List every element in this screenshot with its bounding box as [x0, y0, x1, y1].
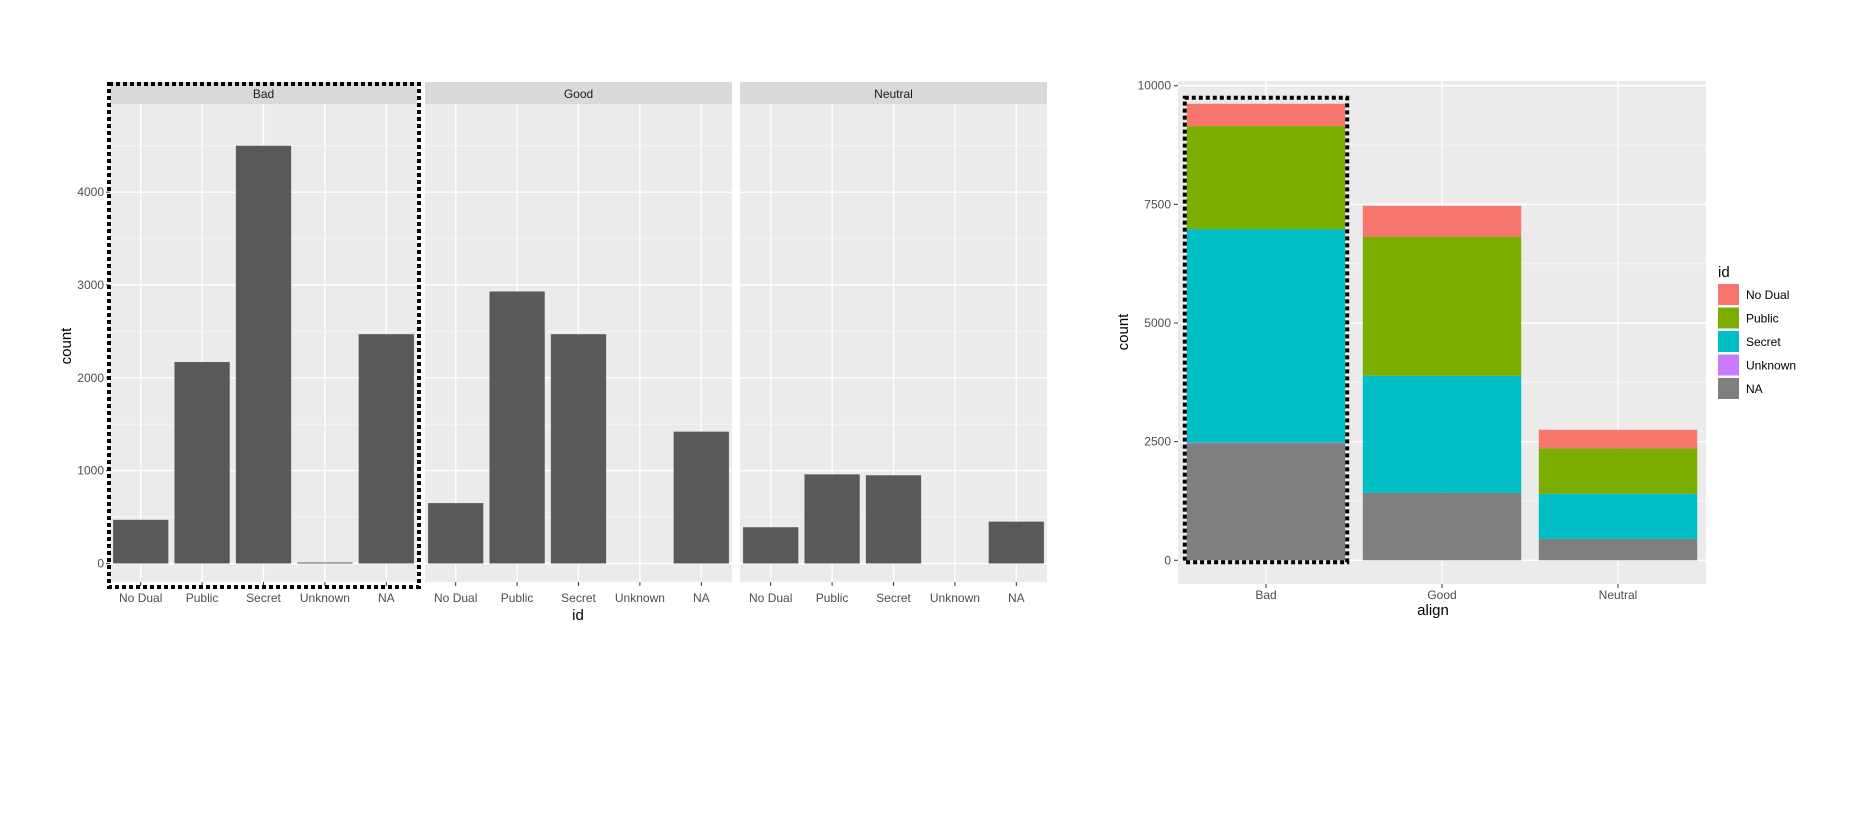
bar-bad-no-dual	[113, 519, 169, 564]
left-x-tick-label: Public	[186, 591, 219, 605]
left-x-tick-label: NA	[1008, 591, 1025, 605]
left-y-tick-label: 3000	[77, 278, 104, 292]
bar-good-public	[489, 291, 545, 564]
legend-title: id	[1718, 264, 1730, 281]
stack-segment-good-na	[1362, 492, 1522, 561]
left-x-tick-label: NA	[378, 591, 395, 605]
stack-segment-neutral-secret	[1538, 493, 1698, 539]
left-x-tick-label: No Dual	[434, 591, 477, 605]
facet-strip-neutral	[740, 82, 1047, 104]
left-x-tick-label: No Dual	[119, 591, 162, 605]
right-y-tick-label: 7500	[1144, 197, 1171, 211]
bar-neutral-secret	[865, 475, 922, 564]
right-x-tick-label: Bad	[1255, 588, 1276, 602]
stack-segment-good-secret	[1362, 375, 1522, 493]
bar-good-no-dual	[428, 503, 484, 564]
left-x-tick-label: Secret	[876, 591, 911, 605]
left-x-tick-label: Unknown	[930, 591, 980, 605]
right-y-tick-label: 2500	[1144, 435, 1171, 449]
left-x-tick-label: Secret	[246, 591, 281, 605]
facet-strip-bad	[110, 82, 417, 104]
stack-segment-neutral-public	[1538, 448, 1698, 494]
left-y-tick-label: 2000	[77, 371, 104, 385]
bar-bad-na	[358, 334, 414, 564]
left-y-tick-label: 1000	[77, 464, 104, 478]
bar-neutral-na	[988, 521, 1044, 564]
left-x-tick-label: Unknown	[300, 591, 350, 605]
bar-good-secret	[550, 334, 607, 564]
stack-segment-bad-na	[1186, 443, 1346, 561]
right-y-tick-label: 5000	[1144, 316, 1171, 330]
left-x-tick-label: No Dual	[749, 591, 792, 605]
left-x-tick-label: NA	[693, 591, 710, 605]
stacked-bar-chart: count align id 0 2500 5000 7500 10000 Bad Good…	[1115, 79, 1796, 619]
bar-neutral-public	[804, 474, 860, 564]
right-x-tick-label: Good	[1427, 588, 1456, 602]
legend-key-secret	[1718, 331, 1739, 352]
right-x-tick-label: Neutral	[1599, 588, 1638, 602]
bar-bad-unknown	[297, 562, 353, 564]
bar-neutral-no-dual	[743, 527, 799, 564]
facet-strip-label: Good	[564, 87, 593, 101]
stack-segment-good-public	[1362, 236, 1522, 376]
stack-segment-bad-secret	[1186, 229, 1346, 443]
bar-good-na	[673, 431, 729, 564]
left-y-tick-label: 4000	[77, 185, 104, 199]
legend-label: Unknown	[1746, 359, 1796, 373]
faceted-bar-chart: count id 0 1000 2000 3000 4000 Bad No Dual Publ…	[58, 82, 1047, 624]
left-x-tick-label: Public	[816, 591, 849, 605]
stack-segment-bad-public	[1186, 126, 1346, 230]
bar-bad-public	[174, 362, 230, 564]
highlight-box-bad-bar	[1182, 95, 1350, 565]
legend-label: NA	[1746, 382, 1763, 396]
facet-strip-good	[425, 82, 732, 104]
left-x-tick-label: Public	[501, 591, 534, 605]
right-y-tick-label: 0	[1164, 553, 1171, 567]
legend-key-na	[1718, 378, 1739, 399]
right-y-axis-title: count	[1115, 313, 1132, 351]
stack-segment-good-no-dual	[1362, 205, 1522, 237]
highlight-box-bad-facet	[107, 82, 421, 589]
legend-key-unknown	[1718, 354, 1739, 376]
legend-label: No Dual	[1746, 288, 1789, 302]
bar-bad-secret	[235, 145, 292, 564]
legend-key-no-dual	[1718, 284, 1739, 305]
right-x-axis-title: align	[1417, 602, 1449, 619]
stack-segment-bad-no-dual	[1186, 103, 1346, 127]
legend-label: Secret	[1746, 335, 1781, 349]
facet-strip-label: Bad	[253, 87, 274, 101]
legend-label: Public	[1746, 312, 1779, 326]
left-x-axis-title: id	[572, 607, 584, 624]
right-y-tick-label: 10000	[1138, 79, 1172, 93]
left-y-axis-title: count	[58, 327, 75, 365]
facet-strip-label: Neutral	[874, 87, 913, 101]
left-x-tick-label: Unknown	[615, 591, 665, 605]
left-y-tick-label: 0	[97, 556, 104, 570]
stack-segment-neutral-na	[1538, 538, 1698, 561]
stack-segment-neutral-no-dual	[1538, 429, 1698, 449]
left-x-tick-label: Secret	[561, 591, 596, 605]
legend-key-public	[1718, 307, 1739, 329]
